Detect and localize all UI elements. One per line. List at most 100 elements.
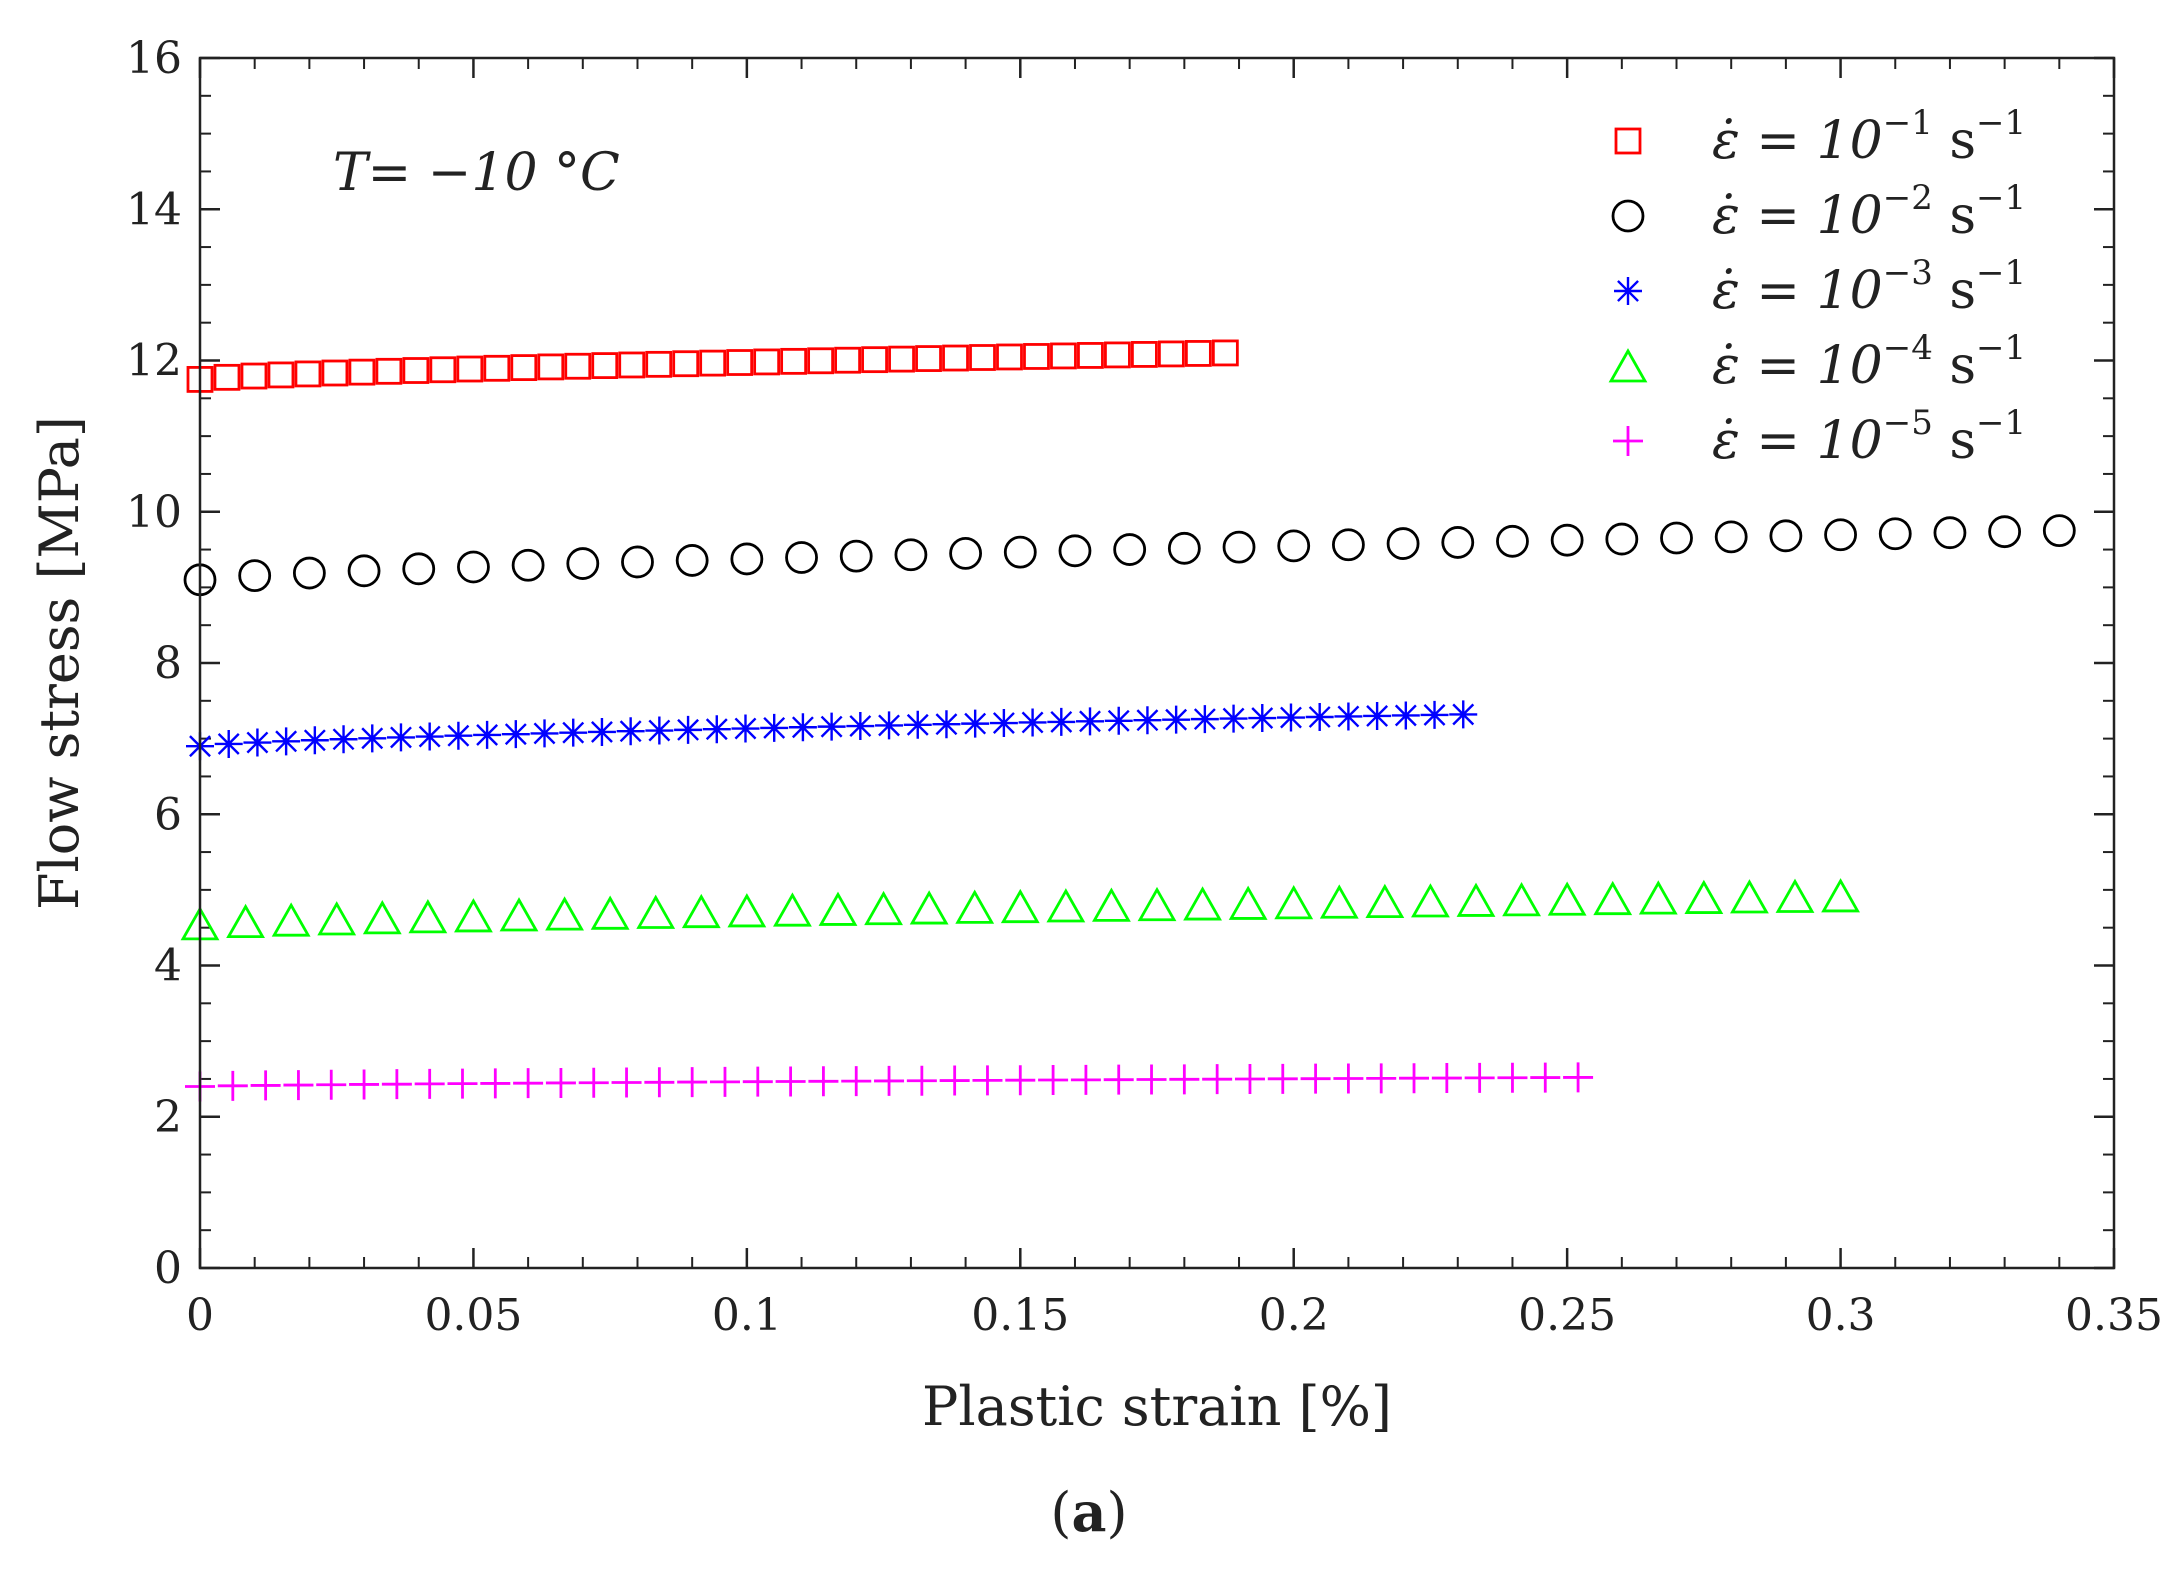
data-point xyxy=(1660,521,1693,555)
caption-label: a xyxy=(1071,1480,1107,1544)
data-point xyxy=(1605,522,1639,556)
x-tick-labels: 0 0.05 0.1 0.15 0.2 0.25 0.3 0.35 xyxy=(186,1290,2163,1341)
data-point xyxy=(1277,529,1311,563)
data-point xyxy=(788,713,817,742)
data-point xyxy=(329,725,358,754)
data-point xyxy=(511,548,545,582)
data-point xyxy=(618,351,646,379)
legend-label: ε̇ = 10−3 s−1 xyxy=(1712,253,2026,321)
data-point xyxy=(780,347,808,375)
data-point xyxy=(591,352,619,379)
data-point xyxy=(874,1065,905,1096)
data-point xyxy=(1183,886,1222,921)
data-point xyxy=(271,902,311,937)
x-tick-label: 0.25 xyxy=(1518,1290,1616,1341)
data-point xyxy=(894,538,928,572)
data-point xyxy=(1420,700,1449,729)
data-point xyxy=(677,1067,708,1098)
data-point xyxy=(1441,526,1475,559)
data-point xyxy=(808,1066,839,1097)
data-point xyxy=(214,729,243,758)
y-axis-title: Flow stress [MPa] xyxy=(28,416,91,910)
x-tick-label: 0.2 xyxy=(1259,1290,1329,1341)
data-point xyxy=(415,722,444,751)
x-tick-label: 0.05 xyxy=(424,1290,522,1341)
data-point xyxy=(903,710,932,739)
data-point xyxy=(292,556,326,590)
data-point xyxy=(861,346,888,374)
y-tick-label: 4 xyxy=(154,941,182,992)
data-point xyxy=(702,715,731,744)
data-point xyxy=(213,363,241,391)
data-point xyxy=(414,1068,445,1099)
data-point xyxy=(1386,527,1420,560)
data-point xyxy=(1714,520,1748,554)
data-point xyxy=(888,345,915,373)
data-point xyxy=(1038,1065,1069,1096)
data-point xyxy=(1058,534,1092,568)
y-tick-label: 6 xyxy=(154,789,182,840)
data-point xyxy=(1456,882,1496,917)
data-point xyxy=(1399,1063,1430,1094)
data-point xyxy=(294,360,322,388)
y-tick-label: 8 xyxy=(154,638,182,689)
data-point xyxy=(1162,705,1191,734)
data-point xyxy=(1104,706,1133,735)
y-tick-label: 12 xyxy=(126,336,182,387)
data-point xyxy=(742,1066,773,1097)
data-point xyxy=(969,344,996,371)
data-point xyxy=(1005,1065,1036,1096)
data-point xyxy=(875,711,904,740)
data-point xyxy=(1464,1062,1495,1093)
data-point xyxy=(939,1065,970,1096)
y-tick-label: 2 xyxy=(154,1092,182,1143)
data-point xyxy=(1730,879,1769,914)
data-point xyxy=(949,536,982,570)
data-point xyxy=(846,712,875,741)
data-point xyxy=(545,896,584,931)
data-point xyxy=(1184,340,1212,367)
data-point xyxy=(611,1067,642,1098)
data-point xyxy=(1769,519,1803,553)
data-point xyxy=(1222,530,1256,564)
data-point xyxy=(386,723,415,752)
data-point xyxy=(238,559,272,593)
data-point xyxy=(1018,708,1047,737)
legend-label: ε̇ = 10−2 s−1 xyxy=(1712,178,2026,246)
data-point xyxy=(454,898,493,933)
legend: ε̇ = 10−1 s−1 ε̇ = 10−2 s−1 ε̇ = 10−3 s−1 ε… xyxy=(1608,103,2026,471)
data-point xyxy=(996,343,1023,371)
data-point xyxy=(578,1067,609,1098)
data-point xyxy=(1878,517,1912,551)
y-tick-label: 14 xyxy=(126,184,182,235)
data-point xyxy=(1046,888,1086,923)
y-tick-labels: 0 2 4 6 8 10 12 14 16 xyxy=(126,33,182,1294)
legend-marker xyxy=(1611,199,1645,233)
series-asterisk xyxy=(186,700,1478,761)
data-point xyxy=(1496,524,1529,558)
data-point xyxy=(785,541,818,574)
data-point xyxy=(250,1070,281,1101)
data-point xyxy=(817,712,846,741)
data-point xyxy=(316,1069,347,1100)
data-point xyxy=(961,709,990,738)
data-point xyxy=(537,353,565,381)
legend-label: ε̇ = 10−1 s−1 xyxy=(1712,103,2026,171)
data-point xyxy=(909,890,949,925)
y-tick-label: 10 xyxy=(126,487,182,538)
data-point xyxy=(1300,1063,1331,1094)
data-point xyxy=(1103,1064,1134,1095)
data-point xyxy=(283,1070,314,1101)
data-point xyxy=(1248,704,1277,733)
x-axis-title: Plastic strain [%] xyxy=(922,1375,1392,1438)
data-point xyxy=(456,355,484,383)
data-point xyxy=(510,354,538,381)
data-point xyxy=(530,719,559,748)
y-tick-label: 0 xyxy=(154,1243,182,1294)
data-point xyxy=(590,895,630,930)
data-point xyxy=(1133,706,1162,735)
data-point xyxy=(1775,878,1815,913)
data-point xyxy=(1276,703,1305,732)
data-point xyxy=(559,718,588,747)
